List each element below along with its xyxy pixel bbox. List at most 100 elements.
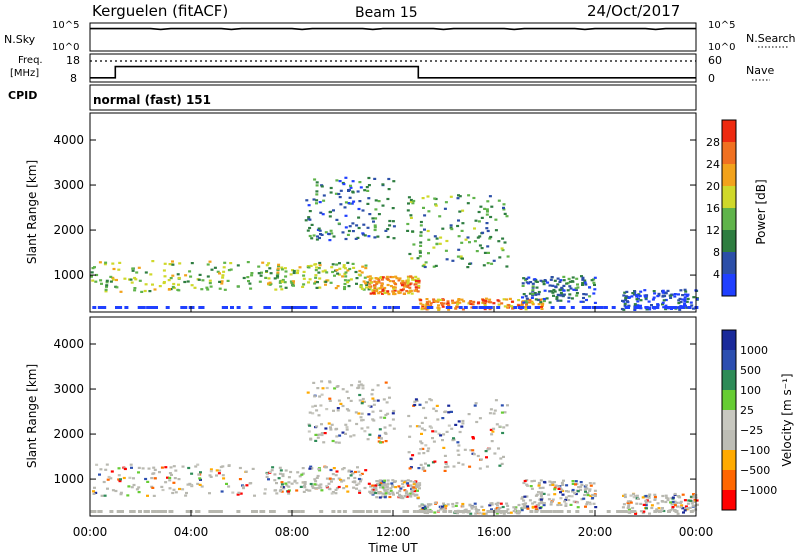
scatter-cell <box>583 488 587 491</box>
scatter-cell <box>582 293 586 296</box>
scatter-cell <box>148 306 153 309</box>
scatter-cell <box>347 409 351 412</box>
scatter-cell <box>372 399 376 402</box>
scatter-cell <box>592 502 596 505</box>
scatter-cell <box>635 502 639 505</box>
scatter-cell <box>678 297 682 300</box>
scatter-cell <box>263 488 267 491</box>
scatter-cell <box>421 197 425 200</box>
scatter-cell <box>588 489 592 492</box>
x-tick-label: 16:00 <box>477 525 512 539</box>
scatter-cell <box>463 306 468 309</box>
scatter-cell <box>306 229 310 232</box>
scatter-cell <box>630 510 635 513</box>
scatter-cell <box>141 467 145 470</box>
scatter-cell <box>581 278 585 281</box>
scatter-cell <box>414 398 418 401</box>
scatter-cell <box>334 492 338 495</box>
scatter-cell <box>490 433 494 436</box>
scatter-cell <box>229 262 233 265</box>
scatter-cell <box>364 282 368 285</box>
scatter-cell <box>132 477 135 480</box>
scatter-cell <box>313 178 317 181</box>
scatter-cell <box>537 481 541 485</box>
scatter-cell <box>267 478 270 481</box>
scatter-cell <box>382 481 386 484</box>
scatter-cell <box>475 509 479 513</box>
scatter-cell <box>449 226 453 229</box>
scatter-cell <box>391 479 395 482</box>
scatter-cell <box>483 207 487 210</box>
scatter-cell <box>302 277 306 280</box>
scatter-cell <box>530 300 534 303</box>
scatter-cell <box>248 282 252 285</box>
scatter-cell <box>396 491 399 494</box>
scatter-cell <box>417 284 421 287</box>
scatter-cell <box>364 469 368 472</box>
scatter-cell <box>456 255 460 258</box>
scatter-cell <box>632 493 635 496</box>
scatter-cell <box>206 263 210 266</box>
scatter-cell <box>422 452 426 455</box>
scatter-cell <box>541 486 545 489</box>
scatter-cell <box>368 213 372 216</box>
scatter-cell <box>677 302 681 305</box>
scatter-cell <box>115 278 118 282</box>
scatter-cell <box>411 306 416 309</box>
y-tick-label: 1000 <box>53 268 84 282</box>
scatter-cell <box>181 465 185 468</box>
scatter-cell <box>497 303 501 306</box>
scatter-cell <box>381 276 385 279</box>
scatter-cell <box>502 426 506 429</box>
scatter-cell <box>631 292 635 295</box>
scatter-cell <box>385 275 389 278</box>
scatter-cell <box>630 295 634 298</box>
scatter-cell <box>660 500 664 503</box>
scatter-cell <box>552 294 555 297</box>
scatter-cell <box>287 306 292 309</box>
scatter-cell <box>684 505 688 508</box>
cpid-mode-label: normal (fast) 151 <box>93 93 211 107</box>
scatter-cell <box>279 488 283 492</box>
scatter-cell <box>413 400 417 403</box>
scatter-cell <box>622 294 626 297</box>
scatter-cell <box>161 488 165 492</box>
nsearch-tick-bottom: 10^0 <box>708 42 735 53</box>
scatter-cell <box>399 487 403 490</box>
scatter-cell <box>551 483 555 486</box>
scatter-cell <box>527 276 531 279</box>
scatter-cell <box>426 306 431 309</box>
scatter-cell <box>289 510 294 513</box>
scatter-cell <box>386 479 390 482</box>
scatter-cell <box>314 276 318 279</box>
scatter-cell <box>392 427 396 430</box>
scatter-cell <box>102 480 106 484</box>
scatter-cell <box>388 495 392 499</box>
scatter-cell <box>381 288 385 291</box>
scatter-cell <box>334 287 338 290</box>
scatter-cell <box>358 181 362 184</box>
scatter-cell <box>589 510 594 513</box>
scatter-cell <box>692 496 696 499</box>
scatter-cell <box>104 261 108 264</box>
scatter-cell <box>539 301 543 304</box>
scatter-cell <box>284 482 288 485</box>
scatter-cell <box>397 290 401 293</box>
scatter-cell <box>371 217 375 220</box>
scatter-cell <box>626 500 630 503</box>
scatter-cell <box>496 299 500 302</box>
scatter-cell <box>317 414 321 417</box>
scatter-cell <box>342 264 346 267</box>
scatter-cell <box>372 306 377 309</box>
scatter-cell <box>151 283 154 286</box>
scatter-cell <box>392 292 396 296</box>
scatter-cell <box>227 269 231 272</box>
scatter-cell <box>208 474 212 477</box>
scatter-cell <box>477 509 481 512</box>
scatter-cell <box>455 502 459 505</box>
scatter-cell <box>379 482 383 485</box>
scatter-cell <box>342 510 347 513</box>
scatter-cell <box>418 251 422 254</box>
scatter-cell <box>478 306 483 309</box>
scatter-cell <box>360 287 364 290</box>
